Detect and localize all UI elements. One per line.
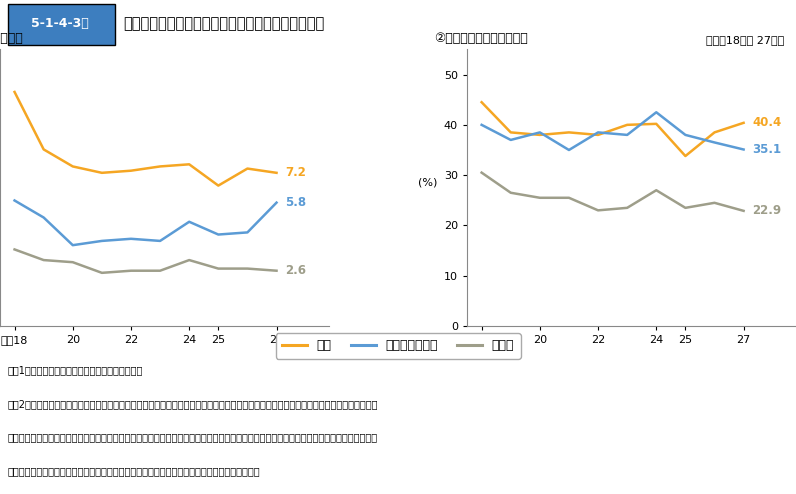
Text: 7.2: 7.2 [285,166,306,179]
Text: 5.8: 5.8 [285,196,306,209]
Y-axis label: (%): (%) [418,178,437,188]
Text: ①　仮釈放者: ① 仮釈放者 [0,33,22,45]
Text: 35.1: 35.1 [752,143,782,156]
Text: 2.6: 2.6 [285,264,306,277]
Text: を受けた者の人員（双方に該当する者は１人として計上される。）の占める比率をいう。: を受けた者の人員（双方に該当する者は１人として計上される。）の占める比率をいう。 [8,466,260,476]
Legend: 窃盗, 覚せい剤取締法, その他: 窃盗, 覚せい剤取締法, その他 [275,333,521,359]
Text: （平成18年～ 27年）: （平成18年～ 27年） [706,36,784,45]
Text: 保護観察終了者の取消・再処分率の推移（罪名別）: 保護観察終了者の取消・再処分率の推移（罪名別） [123,16,325,31]
Text: 注　1　法務省大臣官房司法法制部の資料による。: 注 1 法務省大臣官房司法法制部の資料による。 [8,366,143,375]
Text: 22.9: 22.9 [752,205,782,217]
Text: れ，又は保護観察期間中の再犯により刑事処分（起訴猶予の処分を含む。刑事裁判については，その期間中に確定したものに限る。）: れ，又は保護観察期間中の再犯により刑事処分（起訴猶予の処分を含む。刑事裁判につい… [8,432,378,442]
Text: 40.4: 40.4 [752,116,782,129]
FancyBboxPatch shape [8,4,115,45]
Text: ②　保護観察付執行猶予者: ② 保護観察付執行猶予者 [434,33,528,45]
Text: 5-1-4-3図: 5-1-4-3図 [31,17,88,30]
Text: 2　「取消・再処分率」は，保護観察終了人員のうち，再犯若しくは遵守事項違反により仮釈放若しくは保護観察付執行猶予を取り消さ: 2 「取消・再処分率」は，保護観察終了人員のうち，再犯若しくは遵守事項違反により… [8,399,378,409]
